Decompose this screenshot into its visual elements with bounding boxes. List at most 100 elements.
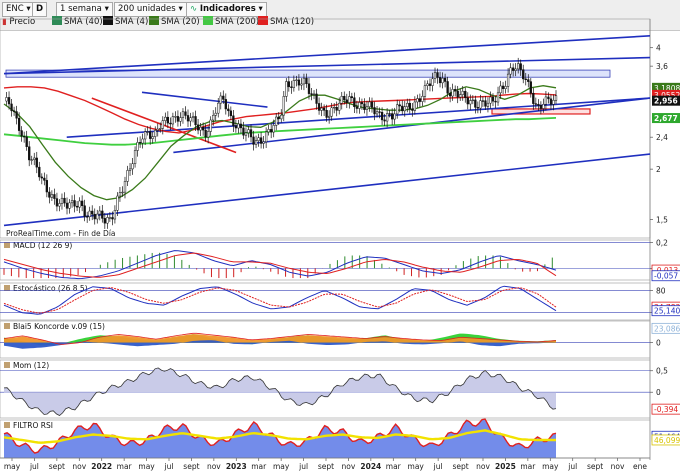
candle-body — [191, 116, 195, 118]
price-style-button[interactable]: ▮ Precio — [2, 16, 35, 29]
x-tick-label: nov — [72, 462, 86, 471]
price-tag-box-1 — [652, 89, 680, 100]
candle-body — [438, 77, 442, 84]
candle-body — [232, 115, 235, 127]
candle-body — [496, 92, 500, 103]
candle-body — [512, 67, 515, 71]
candle-body — [333, 107, 336, 109]
indicator-name: MACD (12 26 9) — [13, 241, 72, 250]
candle-body — [385, 113, 389, 122]
candle-body — [489, 96, 492, 104]
x-tick-label: sept — [452, 462, 468, 471]
candle-body — [282, 96, 285, 116]
candle-body — [517, 63, 520, 70]
chevron-down-icon: ▾ — [104, 4, 109, 14]
price-tag-label-2: 2,956 — [654, 97, 678, 106]
legend-item-2[interactable]: SMA (20) — [149, 16, 200, 29]
candle-body — [254, 140, 258, 145]
source-label: ProRealTime.com - Fin de Día — [6, 229, 116, 238]
timeframe-selector[interactable]: 1 semana ▾ — [56, 2, 113, 17]
candle-body — [196, 124, 200, 131]
candle-body — [252, 136, 255, 145]
data-type-badge[interactable]: D — [32, 2, 48, 17]
x-tick-label: nov — [611, 462, 625, 471]
candle-body — [549, 98, 553, 105]
candle-body — [126, 170, 129, 182]
candle-body — [63, 197, 66, 204]
legend-label-2: SMA (20) — [161, 17, 200, 27]
candle-body — [524, 78, 527, 80]
candle-body — [280, 114, 283, 120]
symbol-label: ENC — [6, 4, 24, 14]
indicator-panel-1: Estocástico (26 8 5)802034,78325,140 — [0, 282, 680, 321]
candle-body — [519, 63, 522, 70]
legend-swatch-3 — [203, 16, 213, 25]
candle-body — [5, 97, 8, 102]
candle-body — [441, 77, 444, 84]
koncorde-blue-area — [4, 340, 556, 349]
y-tick-label: 0,5 — [656, 367, 668, 376]
candle-body — [144, 131, 147, 140]
candle-body — [499, 85, 502, 94]
candle-body — [118, 192, 122, 197]
candle-body — [7, 97, 11, 105]
legend-item-0[interactable]: SMA (40) — [52, 16, 103, 29]
candle-body — [539, 105, 543, 109]
candle-body — [368, 101, 371, 107]
indicator-name: Blai5 Koncorde v.09 (15) — [13, 322, 105, 331]
candle-body — [53, 194, 56, 199]
x-tick-label: sept — [183, 462, 199, 471]
candle-body — [136, 142, 139, 151]
candle-body — [373, 107, 376, 115]
y-tick-label: 80 — [656, 286, 666, 295]
panel-frame — [0, 359, 651, 419]
x-tick-label: 2025 — [495, 462, 516, 471]
candle-body — [272, 125, 275, 133]
value-tag-label-1: -0,057 — [654, 272, 678, 281]
candle-body — [433, 72, 437, 80]
trendline-1 — [3, 56, 651, 75]
price-tag-label-1: 3,0552 — [654, 91, 680, 100]
candle-body — [133, 150, 137, 164]
panel-frame — [0, 282, 651, 321]
candle-body — [96, 213, 99, 220]
legend-item-4[interactable]: SMA (120) — [258, 16, 314, 29]
legend-label-0: SMA (40) — [64, 17, 103, 27]
candle-body — [78, 200, 81, 208]
y-tick-label: 0,2 — [656, 239, 668, 248]
candle-body — [88, 210, 91, 217]
candle-body — [537, 103, 540, 106]
candle-body — [378, 111, 381, 113]
candle-body — [199, 126, 202, 131]
rsi-line — [3, 418, 557, 454]
candle-body — [149, 131, 152, 139]
candle-body — [194, 116, 197, 126]
price-tag-label-0: 3,1808 — [654, 84, 680, 93]
x-tick-label: sept — [318, 462, 334, 471]
candle-body — [317, 103, 321, 111]
candle-body — [20, 130, 23, 137]
timeframe-label: 1 semana — [60, 4, 102, 14]
candle-body — [48, 191, 51, 198]
candle-body — [186, 115, 190, 122]
candle-body — [542, 104, 545, 109]
momentum-line — [3, 367, 557, 416]
candle-body — [30, 159, 33, 161]
x-tick-label: jul — [433, 462, 443, 471]
candle-body — [297, 79, 301, 86]
candle-body — [257, 137, 260, 141]
x-tick-label: nov — [207, 462, 221, 471]
indicators-button[interactable]: ∿ Indicadores ▾ — [186, 2, 267, 17]
legend-item-3[interactable]: SMA (200) — [203, 16, 259, 29]
x-tick-label: sept — [587, 462, 603, 471]
candle-body — [312, 93, 316, 95]
signal-line — [3, 252, 557, 278]
legend-item-1[interactable]: SMA (4) — [103, 16, 148, 29]
x-tick-label: 2023 — [226, 462, 247, 471]
candle-body — [38, 166, 41, 178]
candle-body — [10, 103, 13, 112]
indicator-panel-4: FILTRO RSI51,46446,099 — [0, 418, 680, 459]
candle-body — [106, 217, 109, 224]
